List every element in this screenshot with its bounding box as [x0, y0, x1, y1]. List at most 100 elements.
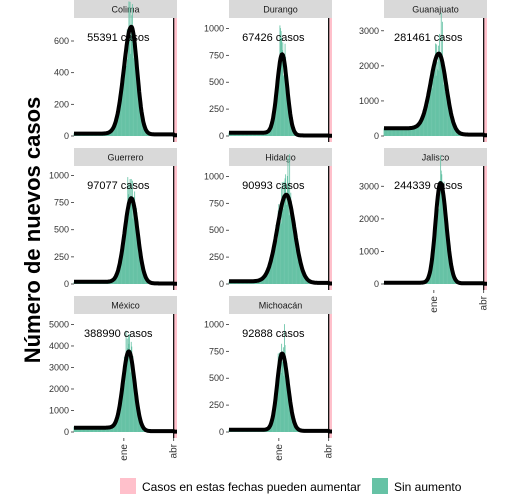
daily-bar [127, 194, 129, 284]
y-tick-label: 3000 [359, 181, 379, 191]
daily-bar [91, 427, 93, 432]
daily-bar [276, 74, 278, 136]
daily-bar [408, 129, 410, 136]
recent-band [483, 166, 487, 290]
daily-bar [386, 129, 388, 136]
daily-bar [286, 80, 288, 136]
daily-bar [414, 124, 416, 136]
daily-bar [126, 29, 128, 137]
daily-bar [269, 260, 271, 284]
daily-bar [266, 274, 268, 284]
daily-bar [138, 242, 140, 284]
daily-bar [109, 427, 110, 432]
daily-bar [95, 428, 97, 432]
facet-michoac-n: Michoacán 0 250 500 750 1000 92888 casos ene abr [204, 296, 335, 461]
daily-bar [391, 128, 393, 136]
daily-bar [136, 212, 138, 284]
daily-bar [429, 75, 431, 136]
daily-bar [431, 261, 433, 284]
daily-bar [451, 269, 452, 284]
daily-bar [274, 403, 276, 432]
trend-line [72, 349, 179, 434]
daily-bar [402, 129, 404, 136]
daily-bar [98, 427, 100, 432]
daily-bar [436, 44, 438, 136]
daily-bar [106, 427, 108, 432]
daily-bar [138, 85, 140, 136]
daily-bar [294, 242, 296, 284]
recent-band [483, 18, 487, 142]
daily-bar [445, 222, 447, 284]
daily-bar [436, 205, 438, 284]
daily-bar [285, 198, 287, 284]
daily-bar [423, 111, 425, 136]
daily-bar [127, 334, 129, 432]
daily-bar [401, 129, 403, 136]
daily-bar [103, 428, 105, 432]
daily-bar [278, 64, 280, 136]
daily-bar [74, 428, 75, 432]
daily-bar [119, 407, 121, 432]
daily-bar [131, 15, 133, 136]
daily-bar [120, 395, 122, 432]
daily-bar [273, 412, 275, 432]
daily-bar [113, 426, 114, 432]
daily-bar [427, 105, 429, 136]
trend-line [227, 351, 334, 434]
daily-bar [286, 77, 288, 136]
daily-bar [124, 220, 126, 284]
daily-bar [440, 155, 442, 284]
daily-bar [286, 204, 288, 284]
daily-bar [82, 428, 83, 432]
daily-bar [282, 199, 284, 284]
y-tick-label: 1000 [49, 170, 69, 180]
daily-bar [123, 59, 125, 136]
daily-bar [115, 274, 117, 284]
daily-bar [131, 4, 133, 137]
daily-bar [139, 104, 141, 136]
daily-bar [135, 227, 137, 284]
daily-bar [293, 424, 295, 432]
daily-bar [127, 348, 129, 432]
daily-bar [413, 127, 415, 136]
daily-bar [305, 279, 307, 284]
legend-swatch [372, 478, 388, 494]
daily-bar [135, 68, 137, 136]
y-tick-label: 5000 [49, 319, 69, 329]
daily-bar [270, 259, 272, 284]
daily-bar [137, 407, 138, 432]
daily-bar [134, 388, 136, 432]
daily-bar [102, 427, 104, 432]
daily-bar [271, 254, 273, 284]
daily-bar [391, 129, 392, 136]
daily-bar [121, 254, 122, 284]
daily-bar [129, 358, 131, 432]
daily-bar [118, 268, 120, 284]
trend-line [382, 181, 489, 286]
daily-bar [134, 191, 136, 284]
total-cases-label: 55391 casos [87, 32, 150, 44]
daily-bar [431, 88, 433, 136]
daily-bar [300, 263, 302, 284]
daily-bar [399, 129, 401, 136]
x-tick-label: abr [324, 443, 335, 458]
daily-bar [281, 38, 283, 137]
daily-bar [283, 181, 285, 284]
daily-bar [122, 251, 124, 284]
daily-bar [119, 264, 121, 284]
daily-bar [432, 79, 434, 136]
daily-bar [420, 122, 422, 136]
daily-bar [442, 70, 444, 136]
daily-bar [303, 276, 305, 284]
daily-bar [292, 223, 294, 284]
daily-bar [127, 177, 129, 284]
daily-bar [137, 238, 138, 284]
daily-bar [396, 126, 397, 136]
daily-bar [143, 127, 145, 136]
y-tick-label: 1000 [204, 319, 224, 329]
daily-bar [284, 43, 286, 136]
daily-bar [276, 399, 277, 432]
daily-bar [302, 272, 304, 284]
daily-bar [294, 424, 296, 432]
daily-bar [274, 102, 276, 136]
